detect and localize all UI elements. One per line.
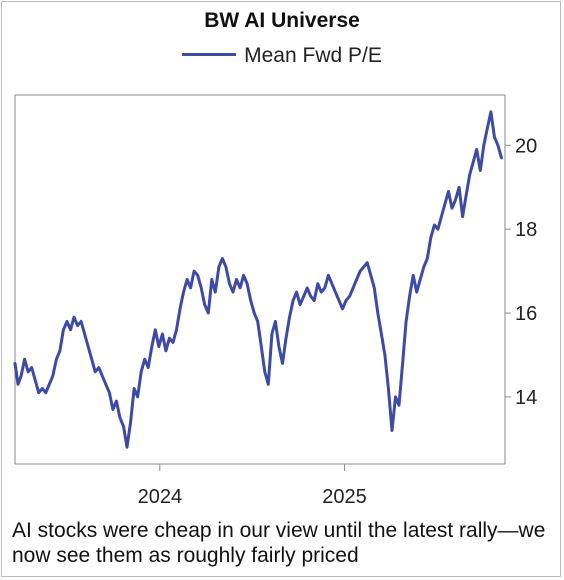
chart-axes: 14 16 18 20 2024 2025	[14, 94, 537, 508]
chart-caption: AI stocks were cheap in our view until t…	[12, 519, 546, 567]
legend-swatch	[182, 52, 237, 56]
y-tick-label: 16	[515, 303, 537, 325]
series-layer	[13, 110, 503, 449]
series-line-mean-fwd-pe	[13, 110, 503, 449]
y-tick-label: 14	[515, 387, 537, 409]
chart-legend: Mean Fwd P/E	[0, 44, 564, 68]
y-tick-label: 18	[515, 219, 537, 241]
chart-title: BW AI Universe	[204, 9, 360, 32]
legend-label: Mean Fwd P/E	[244, 44, 382, 67]
x-tick-label: 2024	[138, 486, 183, 508]
y-tick-label: 20	[515, 135, 537, 157]
x-tick-label: 2025	[322, 486, 367, 508]
